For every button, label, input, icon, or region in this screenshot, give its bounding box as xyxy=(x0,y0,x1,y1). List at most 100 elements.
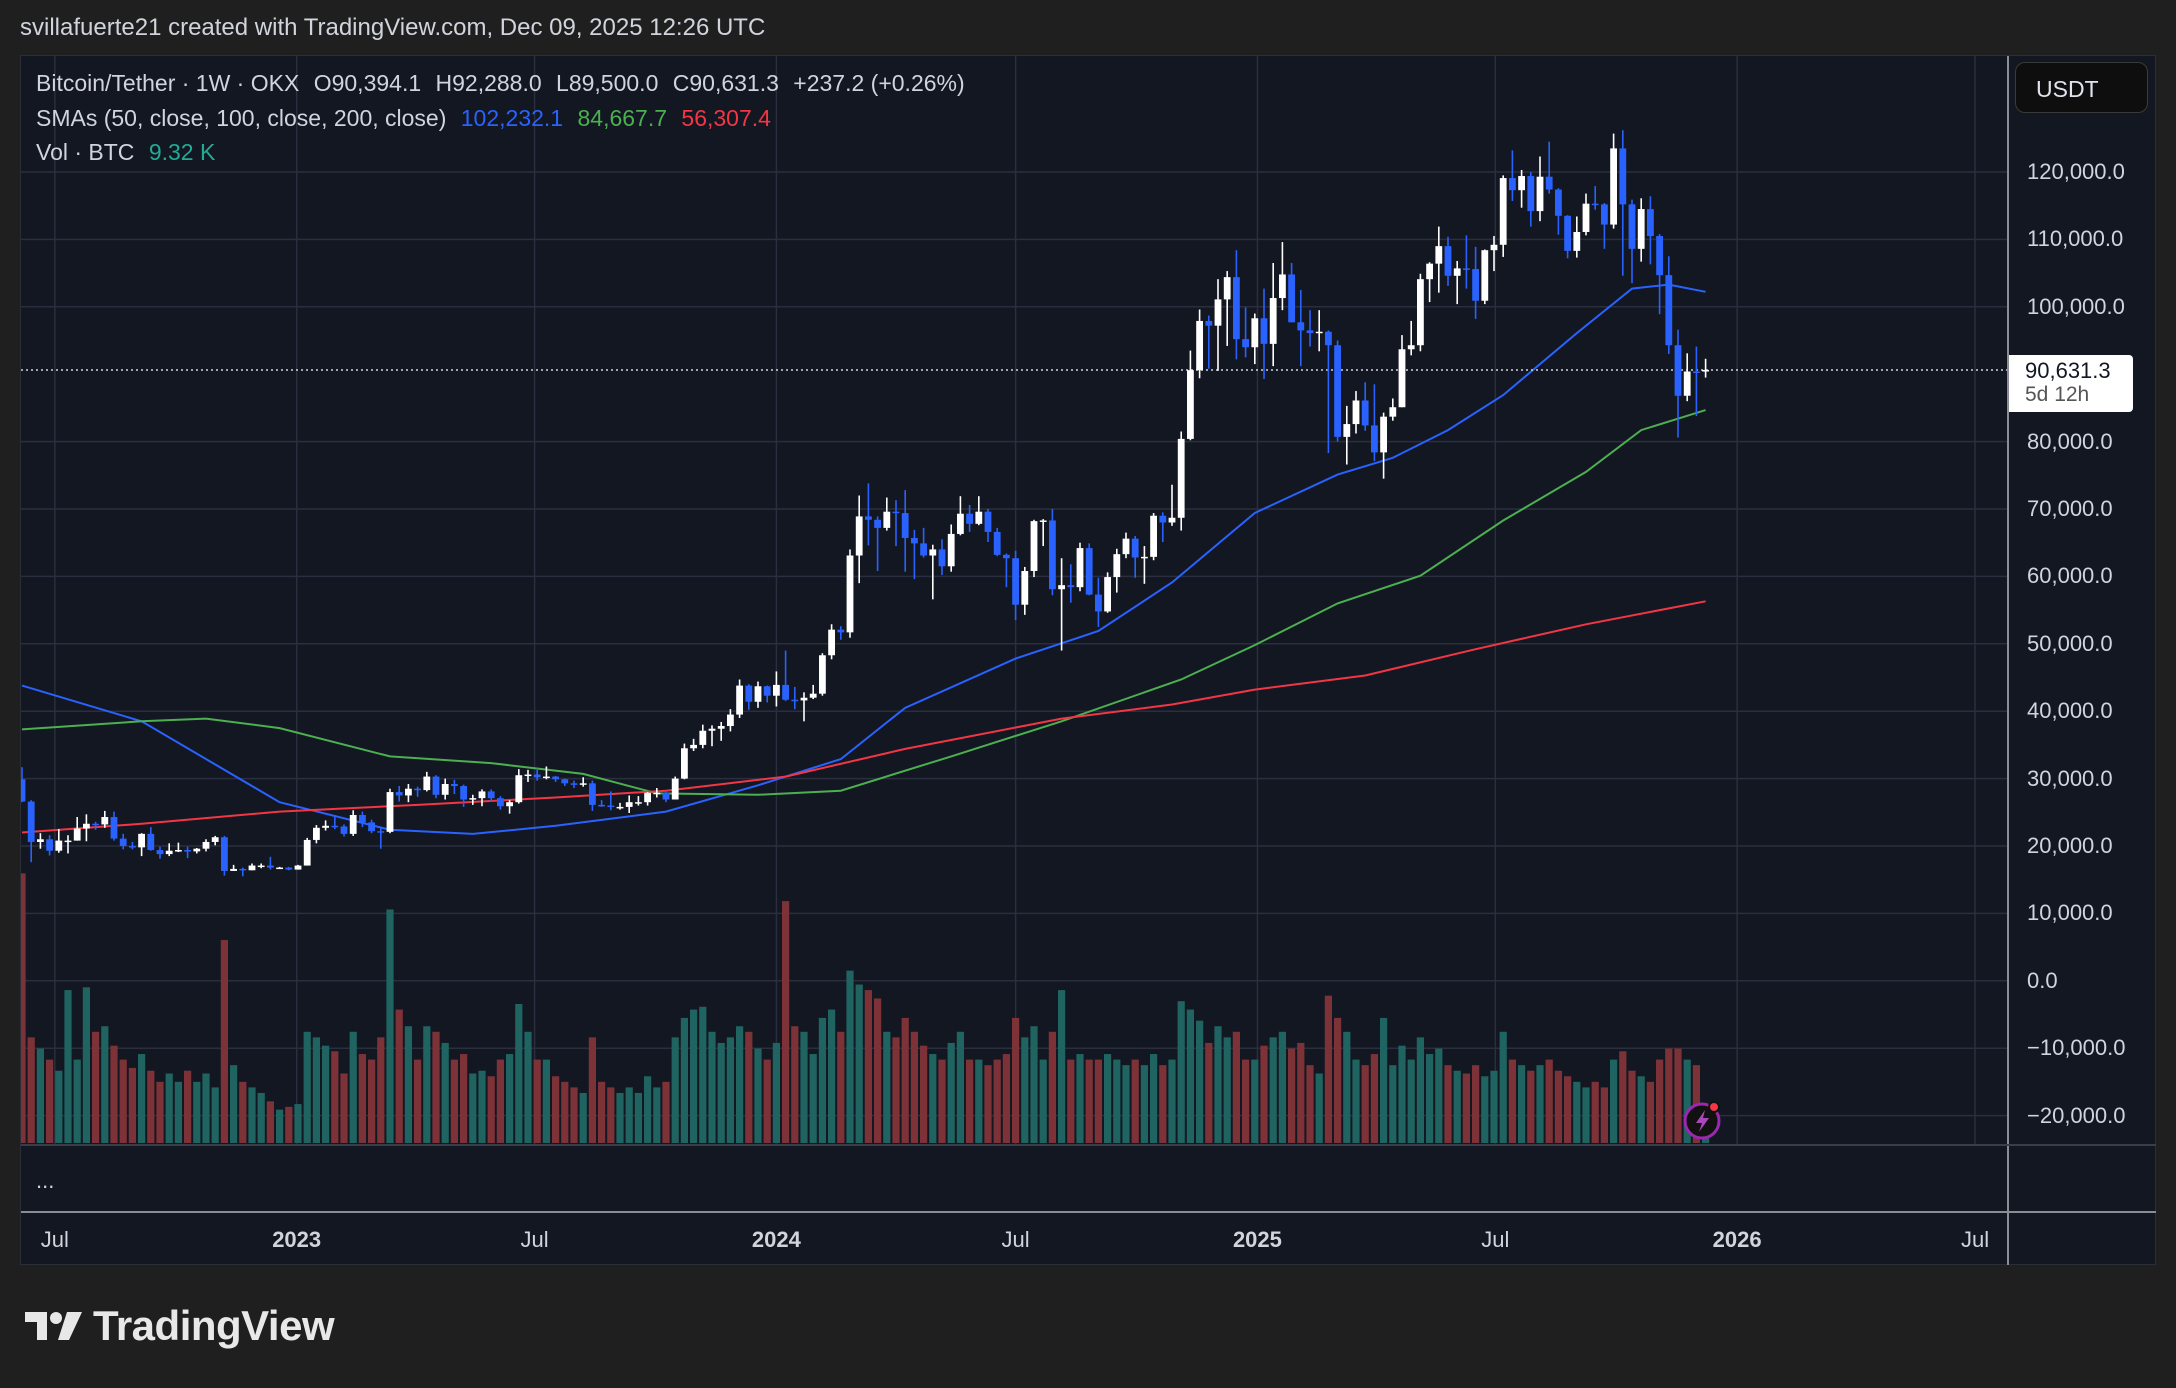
candle-up xyxy=(1214,299,1222,326)
candle-down xyxy=(1334,345,1341,437)
candle-down xyxy=(1463,268,1470,270)
candle-up xyxy=(1104,577,1111,612)
candle-up xyxy=(809,693,817,698)
volume-bar xyxy=(469,1073,477,1143)
candle-up xyxy=(800,697,808,701)
candle-up xyxy=(276,867,283,870)
price-tick-label: 60,000.0 xyxy=(2027,563,2113,589)
candle-up xyxy=(1177,438,1185,518)
candle-up xyxy=(653,792,661,795)
candle-up xyxy=(1582,203,1590,232)
candle-down xyxy=(1674,345,1682,396)
candle-down xyxy=(1371,425,1378,453)
candle-up xyxy=(543,776,550,779)
candle-up xyxy=(690,744,697,749)
candle-down xyxy=(865,516,872,520)
candle-up xyxy=(101,817,109,825)
candle-down xyxy=(129,846,136,848)
candle-down xyxy=(156,850,164,855)
volume-bar xyxy=(128,1067,136,1143)
time-tick-label: Jul xyxy=(1481,1227,1510,1252)
volume-bar xyxy=(358,1054,366,1143)
candle-up xyxy=(303,839,311,866)
price-tick-label: 120,000.0 xyxy=(2027,159,2125,184)
volume-bar xyxy=(1012,1017,1020,1143)
volume-bar xyxy=(248,1087,256,1143)
candle-up xyxy=(1269,298,1277,344)
candle-down xyxy=(533,774,541,778)
legend-ohlc[interactable]: Bitcoin/Tether · 1W · OKX O90,394.1 H92,… xyxy=(36,70,973,97)
volume-bar xyxy=(966,1059,974,1143)
candle-down xyxy=(1085,548,1093,595)
volume-bar xyxy=(340,1073,348,1143)
volume-bar xyxy=(791,1026,799,1143)
candle-down xyxy=(1693,371,1700,374)
volume-bar xyxy=(864,990,872,1143)
candle-up xyxy=(313,827,320,840)
candle-up xyxy=(1490,244,1498,251)
candle-up xyxy=(230,868,237,871)
price-tick-label: 10,000.0 xyxy=(2027,900,2113,926)
currency-button[interactable]: USDT xyxy=(2015,62,2148,113)
vol-label[interactable]: Vol · BTC xyxy=(36,139,135,165)
volume-bar xyxy=(1536,1065,1544,1143)
volume-bar xyxy=(184,1070,192,1143)
volume-bar xyxy=(1113,1059,1121,1143)
more-indicator-button[interactable]: ... xyxy=(36,1168,55,1193)
candle-up xyxy=(175,850,182,852)
chart-credit: svillafuerte21 created with TradingView.… xyxy=(20,14,766,41)
candle-down xyxy=(782,684,789,700)
time-tick-label: Jul xyxy=(1001,1227,1030,1252)
lightning-alert-icon[interactable] xyxy=(1681,1098,1723,1140)
candle-up xyxy=(1058,585,1065,590)
candle-down xyxy=(340,826,348,834)
candle-down xyxy=(938,549,946,567)
candle-up xyxy=(1030,521,1038,572)
candle-down xyxy=(1628,204,1636,249)
candle-up xyxy=(64,840,72,843)
legend-volume[interactable]: Vol · BTC 9.32 K xyxy=(36,139,223,166)
candle-up xyxy=(957,513,964,534)
volume-bar xyxy=(312,1037,320,1143)
volume-bar xyxy=(653,1087,661,1143)
sma100-value: 84,667.7 xyxy=(577,105,668,131)
price-tick-label: −10,000.0 xyxy=(2027,1035,2126,1061)
candle-down xyxy=(1049,520,1056,590)
time-tick-label: 2024 xyxy=(751,1227,801,1252)
volume-bar xyxy=(1242,1059,1250,1143)
candle-up xyxy=(1389,407,1397,417)
sma-label[interactable]: SMAs (50, close, 100, close, 200, close) xyxy=(36,105,447,131)
volume-bar xyxy=(1177,1001,1185,1143)
volume-bar xyxy=(874,998,882,1143)
volume-bar xyxy=(607,1087,615,1143)
candle-down xyxy=(1012,558,1019,605)
volume-bar xyxy=(920,1045,928,1143)
last-price: 90,631.3 xyxy=(2025,358,2111,383)
legend-symbol[interactable]: Bitcoin/Tether · 1W · OKX xyxy=(36,70,300,96)
sma100-line xyxy=(21,409,1706,796)
candle-up xyxy=(515,775,523,803)
candle-up xyxy=(1499,178,1507,245)
candle-up xyxy=(83,823,90,829)
candle-up xyxy=(1637,209,1645,249)
candle-down xyxy=(21,779,26,802)
volume-bar xyxy=(1122,1065,1130,1143)
candle-down xyxy=(110,817,118,839)
candle-down xyxy=(451,783,458,787)
volume-bar xyxy=(809,1054,817,1143)
volume-bar xyxy=(165,1073,173,1143)
tradingview-logo[interactable]: TradingView xyxy=(25,1302,335,1350)
volume-bar xyxy=(1159,1065,1167,1143)
last-price-label: 90,631.3 5d 12h xyxy=(2009,355,2133,412)
volume-bar xyxy=(1628,1070,1636,1143)
candle-down xyxy=(359,814,366,823)
candle-up xyxy=(727,714,734,727)
candle-up xyxy=(644,792,651,803)
candle-down xyxy=(1619,148,1627,205)
volume-bar xyxy=(386,909,394,1143)
volume-bar xyxy=(92,1031,100,1143)
legend-sma[interactable]: SMAs (50, close, 100, close, 200, close)… xyxy=(36,105,779,132)
volume-bar xyxy=(1656,1059,1664,1143)
candle-up xyxy=(349,814,357,834)
